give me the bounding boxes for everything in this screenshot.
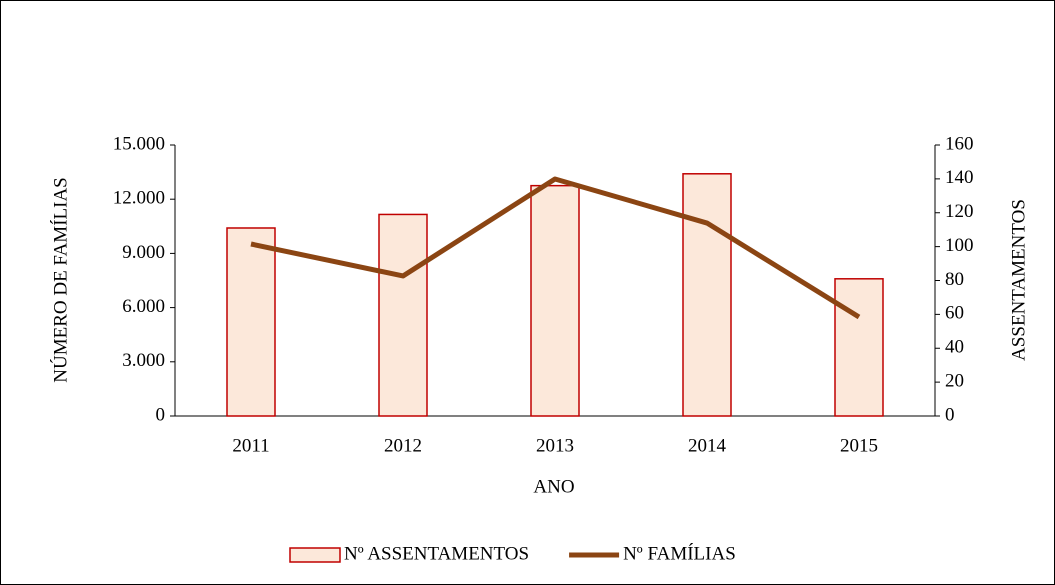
- x-tick-label: 2012: [384, 435, 422, 456]
- y-tick-label: 3.000: [122, 350, 165, 371]
- bar: [834, 278, 884, 417]
- y2-tick-label: 160: [945, 133, 974, 154]
- y2-tick-label: 140: [945, 167, 974, 188]
- x-tick-label: 2011: [232, 435, 269, 456]
- y2-tick-label: 60: [945, 303, 964, 324]
- y-tick-label: 12.000: [113, 188, 165, 209]
- legend-label: Nº ASSENTAMENTOS: [344, 543, 529, 564]
- legend-label: Nº FAMÍLIAS: [623, 542, 736, 564]
- y-tick-label: 15.000: [113, 133, 165, 154]
- y-tick-label: 0: [156, 404, 166, 425]
- y2-tick-label: 20: [945, 370, 964, 391]
- bar: [378, 213, 428, 417]
- y2-tick-label: 100: [945, 235, 974, 256]
- y2-tick-label: 40: [945, 337, 964, 358]
- y2-tick-label: 80: [945, 269, 964, 290]
- bar: [226, 227, 276, 417]
- y2-tick-label: 120: [945, 201, 974, 222]
- x-tick-label: 2015: [840, 435, 878, 456]
- y-axis-label: NÚMERO DE FAMÍLIAS: [49, 177, 71, 382]
- y-tick-label: 6.000: [122, 296, 165, 317]
- line: [250, 176, 861, 320]
- y2-axis-label: ASSENTAMENTOS: [1008, 199, 1029, 361]
- y-tick-label: 9.000: [122, 242, 165, 263]
- x-tick-label: 2014: [688, 435, 727, 456]
- x-tick-label: 2013: [536, 435, 574, 456]
- y2-tick-label: 0: [945, 404, 955, 425]
- bar: [530, 184, 580, 417]
- legend-swatch: [289, 547, 341, 563]
- bar: [682, 173, 732, 417]
- x-axis-label: ANO: [533, 476, 574, 497]
